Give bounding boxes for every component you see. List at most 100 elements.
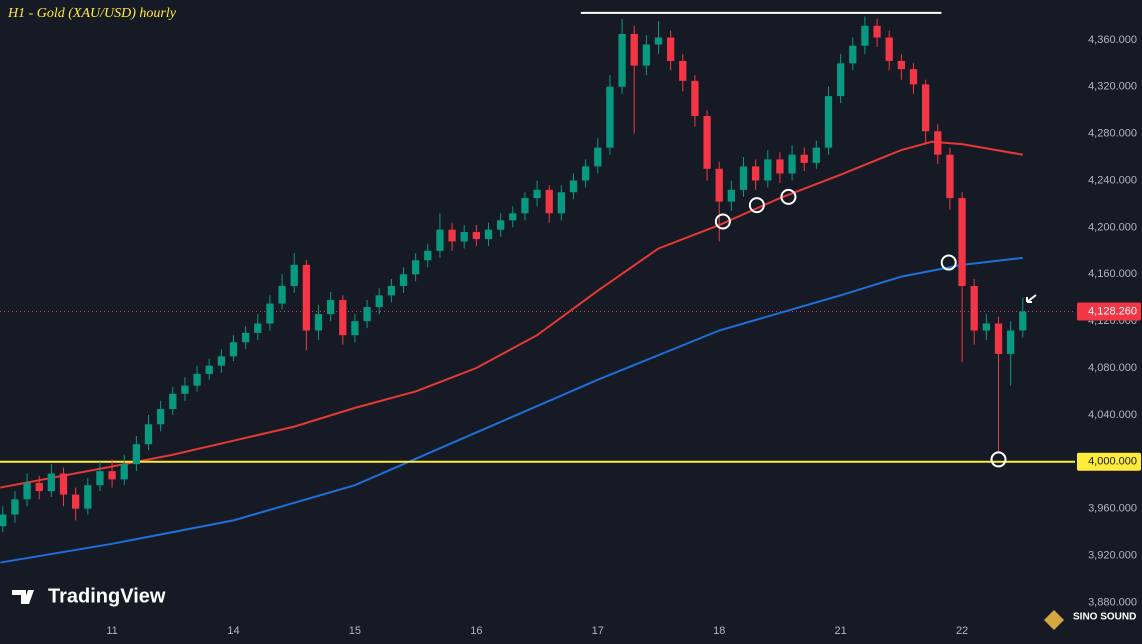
x-tick-label: 22 (956, 625, 968, 637)
candle-body (958, 198, 966, 286)
candle-body (266, 303, 274, 324)
x-tick-label: 18 (713, 625, 725, 637)
marker-circle (940, 254, 957, 271)
candle-body (582, 166, 590, 181)
brand-right: SINO SOUND (1073, 612, 1136, 623)
candle-body (0, 514, 7, 527)
y-tick-label: 4,320.000 (1088, 81, 1137, 93)
candle-body (242, 332, 250, 343)
y-tick-label: 4,360.000 (1088, 34, 1137, 46)
candle-body (144, 424, 153, 445)
candle-body (363, 307, 371, 322)
candle-body (23, 482, 31, 500)
marker-circle (748, 197, 765, 214)
logo-icon (1044, 610, 1064, 630)
candle-body (812, 147, 821, 163)
price-tag-label: 4,000.000 (1088, 456, 1137, 468)
candle-body (764, 159, 772, 181)
candle-body (946, 154, 954, 199)
x-tick-label: 14 (227, 625, 239, 637)
moving-average (0, 256, 1023, 564)
y-tick-label: 4,080.000 (1088, 362, 1137, 374)
candle-body (606, 86, 614, 148)
marker-circle (714, 213, 731, 230)
candle-body (533, 189, 541, 199)
y-tick-label: 4,040.000 (1088, 409, 1137, 421)
candle-body (436, 229, 444, 251)
y-tick-label: 3,880.000 (1088, 596, 1137, 608)
candle-body (375, 295, 383, 308)
candle-body (35, 482, 43, 492)
candle-body (193, 373, 201, 386)
candle-body (448, 229, 456, 242)
candle-body (970, 285, 978, 331)
candle-body (484, 229, 493, 240)
candle-body (254, 323, 262, 333)
sino-logo: SINO SOUND (1044, 610, 1136, 630)
candle-body (703, 116, 711, 169)
price-tag (1077, 452, 1141, 471)
candle-body (594, 147, 602, 167)
candle-body (654, 37, 663, 45)
candle-body (739, 166, 748, 190)
candle-body (217, 356, 226, 366)
x-tick-label: 17 (592, 625, 604, 637)
candle-body (752, 166, 760, 181)
y-tick-label: 3,920.000 (1088, 549, 1137, 561)
candle-body (302, 264, 311, 331)
candle-body (691, 80, 699, 117)
x-tick-label: 15 (349, 625, 361, 637)
last-price-label: 4,128.260 (1088, 305, 1137, 317)
candle-body (824, 96, 833, 148)
candle-body (157, 409, 165, 425)
candle-body (84, 485, 92, 509)
x-tick-label: 21 (835, 625, 847, 637)
y-tick-label: 4,200.000 (1088, 221, 1137, 233)
candle-body (679, 60, 687, 81)
candle-body (837, 63, 845, 97)
candle-body (1019, 311, 1027, 331)
candle-body (557, 192, 566, 214)
candle-body (885, 37, 893, 61)
logo-icon (12, 590, 34, 604)
candle-body (667, 37, 675, 61)
candle-body (205, 365, 213, 374)
brand-left: TradingView (48, 585, 166, 607)
candle-body (47, 473, 56, 492)
candle-body (509, 213, 517, 221)
candle-body (339, 300, 347, 336)
candle-body (72, 494, 80, 509)
candle-body (545, 189, 553, 214)
y-tick-label: 4,160.000 (1088, 268, 1137, 280)
candle-body (776, 159, 784, 174)
candle-body (229, 342, 238, 357)
candle-body (460, 232, 468, 242)
tv-logo: TradingView (12, 585, 166, 607)
candle-body (424, 250, 432, 261)
candle-body (278, 285, 286, 304)
candle-body (108, 471, 116, 480)
candle-body (909, 69, 918, 85)
candle-body (132, 444, 141, 465)
y-tick-label: 4,280.000 (1088, 128, 1137, 140)
candle-body (351, 321, 359, 336)
candle-body (314, 314, 323, 331)
candle-body (497, 220, 505, 230)
candle-body (120, 464, 128, 480)
arrow (1026, 294, 1037, 303)
candle-body (59, 473, 68, 495)
candle-body (873, 25, 881, 38)
candle-body (181, 385, 189, 394)
moving-average (0, 140, 1023, 489)
candle-body (412, 260, 420, 275)
marker-circle (990, 451, 1007, 468)
last-price-tag (1077, 302, 1141, 321)
candle-body (922, 84, 930, 132)
candle-body (982, 323, 991, 331)
candle-body (387, 285, 396, 296)
y-tick-label: 3,960.000 (1088, 503, 1137, 515)
candle-body (618, 33, 626, 87)
